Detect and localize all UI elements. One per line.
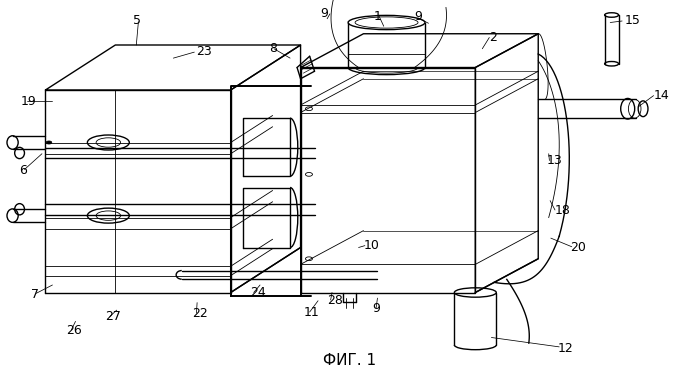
Text: 9: 9 — [320, 7, 328, 20]
Text: 6: 6 — [20, 164, 27, 177]
Text: 18: 18 — [554, 204, 570, 216]
Text: 1: 1 — [374, 10, 382, 23]
Text: 26: 26 — [66, 324, 82, 337]
Text: 10: 10 — [363, 239, 380, 252]
Text: 7: 7 — [31, 288, 39, 301]
Text: 19: 19 — [21, 95, 37, 108]
Text: 14: 14 — [654, 89, 670, 102]
Text: 22: 22 — [192, 307, 208, 320]
Text: 23: 23 — [196, 45, 212, 58]
Text: 11: 11 — [304, 306, 320, 318]
Text: 24: 24 — [250, 286, 266, 299]
Text: 5: 5 — [133, 14, 140, 27]
Text: 9: 9 — [373, 302, 380, 315]
Text: 9: 9 — [415, 10, 422, 23]
Ellipse shape — [46, 141, 52, 144]
Text: 2: 2 — [489, 31, 497, 44]
Text: 20: 20 — [570, 241, 586, 254]
Text: 27: 27 — [105, 310, 121, 323]
Text: ФИГ. 1: ФИГ. 1 — [323, 353, 376, 368]
Text: 15: 15 — [624, 14, 640, 27]
Text: 8: 8 — [269, 42, 277, 55]
Text: 12: 12 — [558, 342, 574, 354]
Text: 28: 28 — [327, 294, 343, 306]
Text: 13: 13 — [547, 154, 563, 167]
